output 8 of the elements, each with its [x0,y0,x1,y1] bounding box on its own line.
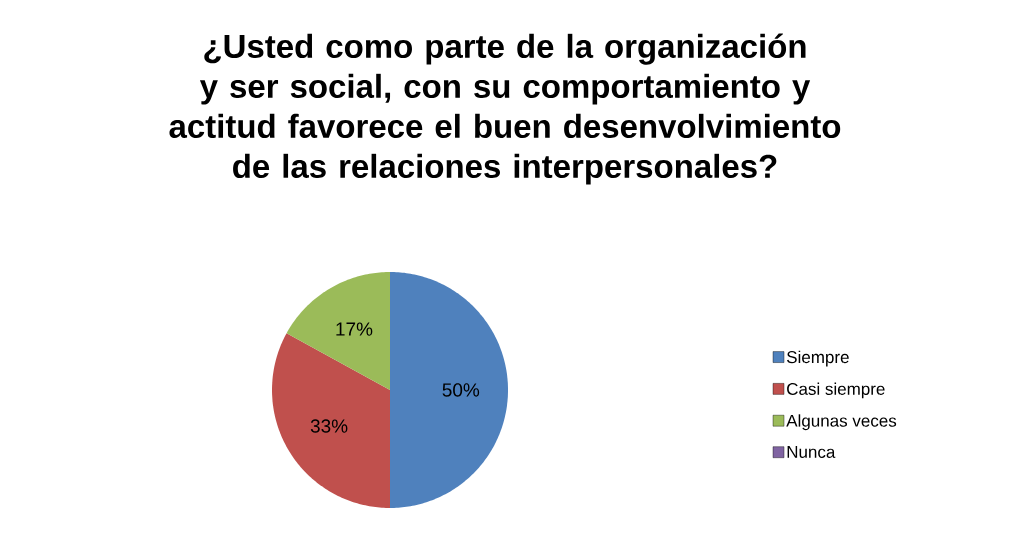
legend-label: Algunas veces [786,414,897,431]
legend-label: Casi siempre [787,382,885,399]
legend-label: Nunca [787,446,836,458]
data-label: 33% [310,419,348,433]
data-label: 17% [336,322,373,336]
chart-title: ¿Usted como parte de la organización y ser social, con su comportamiento y actitud favorece el buen desenvolvimiento de las relaciones interpersonales? [169,33,841,185]
legend-label: Siempre [786,350,849,367]
data-label: 50% [442,383,480,397]
